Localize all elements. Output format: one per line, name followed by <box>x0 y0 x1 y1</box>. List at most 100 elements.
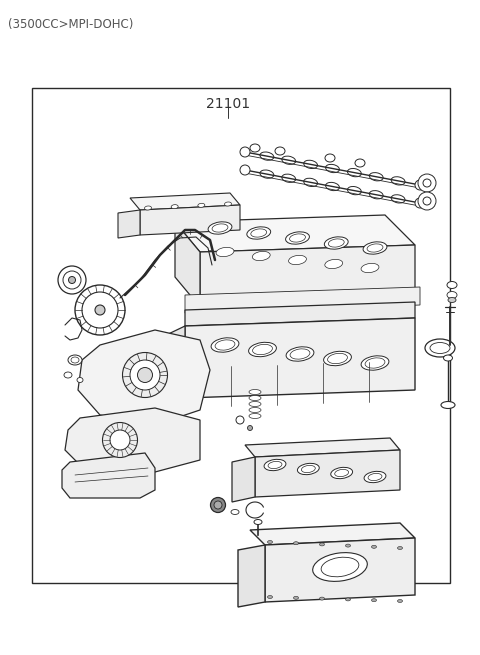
Ellipse shape <box>267 595 273 599</box>
Polygon shape <box>62 453 155 498</box>
Polygon shape <box>185 318 415 398</box>
Ellipse shape <box>423 197 431 205</box>
Ellipse shape <box>110 430 130 450</box>
Ellipse shape <box>320 543 324 546</box>
Polygon shape <box>238 545 265 607</box>
Polygon shape <box>130 193 240 210</box>
Ellipse shape <box>372 599 376 602</box>
Ellipse shape <box>216 248 234 257</box>
Ellipse shape <box>444 355 453 361</box>
Ellipse shape <box>441 402 455 409</box>
Ellipse shape <box>236 416 244 424</box>
Ellipse shape <box>418 174 436 192</box>
Ellipse shape <box>325 259 343 269</box>
Ellipse shape <box>144 206 152 210</box>
Ellipse shape <box>95 305 105 315</box>
Ellipse shape <box>320 597 324 600</box>
Ellipse shape <box>249 343 276 357</box>
Ellipse shape <box>286 232 310 244</box>
Ellipse shape <box>361 263 379 272</box>
Ellipse shape <box>275 147 285 155</box>
Ellipse shape <box>425 339 455 357</box>
Ellipse shape <box>430 343 450 354</box>
Ellipse shape <box>361 356 389 370</box>
Ellipse shape <box>68 355 82 365</box>
Ellipse shape <box>211 498 226 512</box>
Ellipse shape <box>249 402 261 407</box>
Ellipse shape <box>397 546 403 550</box>
Ellipse shape <box>240 165 250 175</box>
Ellipse shape <box>355 159 365 167</box>
Ellipse shape <box>372 546 376 548</box>
Ellipse shape <box>267 540 273 544</box>
Polygon shape <box>185 302 415 326</box>
Ellipse shape <box>325 154 335 162</box>
Ellipse shape <box>331 467 353 479</box>
Polygon shape <box>175 215 415 252</box>
Ellipse shape <box>240 147 250 157</box>
Ellipse shape <box>249 396 261 400</box>
Ellipse shape <box>69 276 75 284</box>
Ellipse shape <box>71 357 79 363</box>
Ellipse shape <box>225 202 231 206</box>
Ellipse shape <box>77 377 83 383</box>
Ellipse shape <box>286 346 314 361</box>
Ellipse shape <box>293 596 299 599</box>
Ellipse shape <box>448 297 456 303</box>
Ellipse shape <box>324 237 348 249</box>
Ellipse shape <box>249 390 261 394</box>
Ellipse shape <box>137 367 153 383</box>
Ellipse shape <box>324 351 351 365</box>
Ellipse shape <box>364 472 386 483</box>
Ellipse shape <box>346 598 350 601</box>
Ellipse shape <box>254 519 262 525</box>
Ellipse shape <box>75 285 125 335</box>
Ellipse shape <box>293 542 299 545</box>
Polygon shape <box>250 523 415 545</box>
Ellipse shape <box>335 470 348 477</box>
Ellipse shape <box>415 198 425 208</box>
Ellipse shape <box>397 599 403 603</box>
Ellipse shape <box>249 413 261 419</box>
Ellipse shape <box>268 461 282 468</box>
Ellipse shape <box>171 204 178 209</box>
Ellipse shape <box>447 282 457 288</box>
Ellipse shape <box>82 292 118 328</box>
Ellipse shape <box>215 340 235 350</box>
Ellipse shape <box>415 180 425 190</box>
Ellipse shape <box>367 244 383 252</box>
Ellipse shape <box>249 407 261 413</box>
Polygon shape <box>255 450 400 497</box>
Text: (3500CC>MPI-DOHC): (3500CC>MPI-DOHC) <box>8 18 133 31</box>
Ellipse shape <box>103 422 137 457</box>
Polygon shape <box>65 408 200 472</box>
Ellipse shape <box>290 349 310 359</box>
Ellipse shape <box>122 352 168 398</box>
Ellipse shape <box>211 338 239 352</box>
Polygon shape <box>200 245 415 307</box>
Polygon shape <box>32 88 450 583</box>
Ellipse shape <box>64 372 72 378</box>
Ellipse shape <box>58 266 86 294</box>
Polygon shape <box>140 205 240 235</box>
Ellipse shape <box>264 459 286 471</box>
Text: 21101: 21101 <box>206 97 250 111</box>
Ellipse shape <box>447 291 457 299</box>
Polygon shape <box>232 457 255 502</box>
Ellipse shape <box>252 252 270 261</box>
Ellipse shape <box>289 234 305 242</box>
Ellipse shape <box>198 203 205 208</box>
Ellipse shape <box>368 474 382 481</box>
Ellipse shape <box>251 229 267 237</box>
Ellipse shape <box>328 239 344 247</box>
Ellipse shape <box>288 255 306 265</box>
Ellipse shape <box>365 358 385 368</box>
Ellipse shape <box>130 360 160 390</box>
Polygon shape <box>118 210 140 238</box>
Ellipse shape <box>212 224 228 232</box>
Ellipse shape <box>63 271 81 289</box>
Ellipse shape <box>418 192 436 210</box>
Ellipse shape <box>247 227 271 239</box>
Ellipse shape <box>214 501 222 509</box>
Ellipse shape <box>231 510 239 514</box>
